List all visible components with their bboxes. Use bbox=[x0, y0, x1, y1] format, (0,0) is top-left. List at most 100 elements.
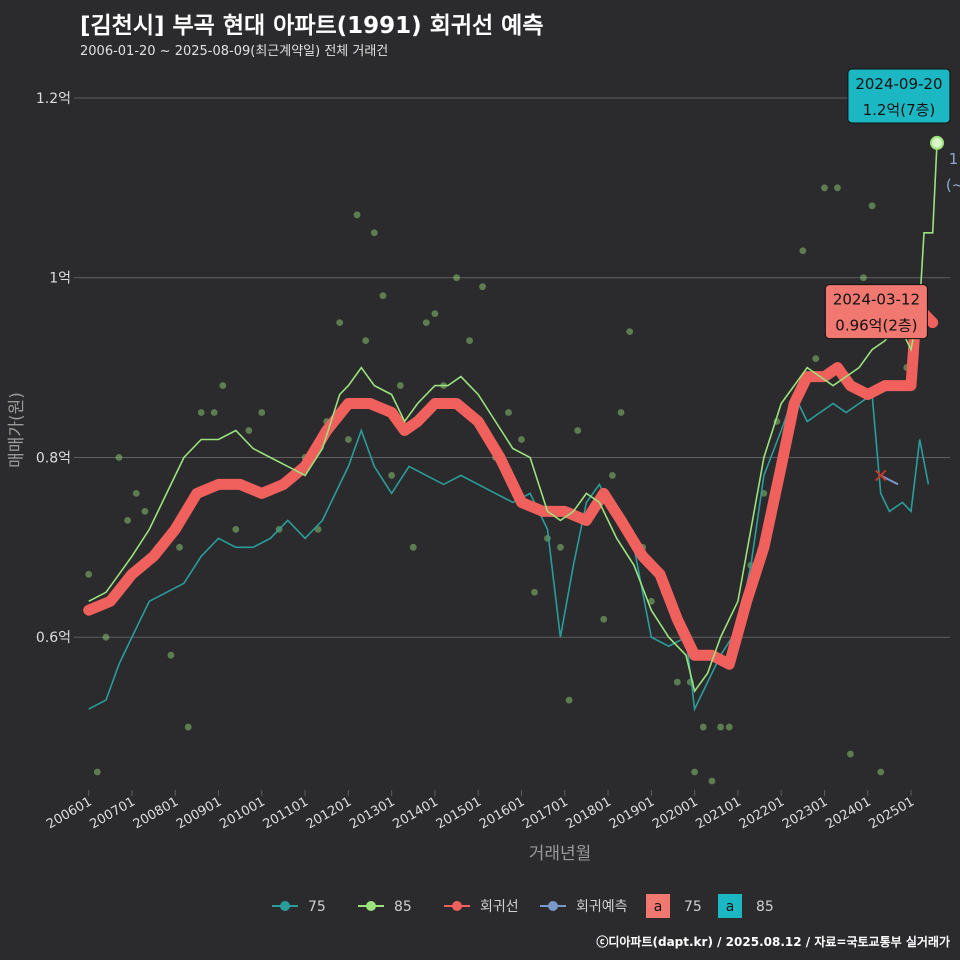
x-tick-label: 201701 bbox=[520, 794, 570, 832]
transaction-point bbox=[102, 633, 110, 641]
transaction-point bbox=[531, 588, 538, 596]
x-tick-label: 200601 bbox=[44, 794, 94, 832]
transaction-point bbox=[518, 436, 525, 443]
y-tick-label: 0.6억 bbox=[36, 630, 71, 646]
x-tick-label: 201601 bbox=[477, 794, 527, 832]
series-line-85 bbox=[88, 142, 938, 693]
series-85-end-point bbox=[930, 135, 945, 150]
x-tick-label: 200901 bbox=[174, 794, 224, 832]
callout-date: 2024-09-20 bbox=[855, 75, 942, 93]
transaction-point bbox=[479, 283, 486, 291]
transaction-point bbox=[176, 543, 183, 551]
x-axis-title: 거래년월 bbox=[529, 844, 592, 864]
transaction-point bbox=[115, 454, 123, 461]
chart-subtitle: 2006-01-20 ~ 2025-08-09(최근계약일) 전체 거래건 bbox=[80, 44, 389, 59]
transaction-point bbox=[422, 319, 430, 327]
transaction-point bbox=[388, 472, 396, 479]
transaction-point bbox=[647, 597, 655, 605]
transaction-point bbox=[717, 723, 724, 731]
x-tick-label: 201801 bbox=[564, 794, 614, 832]
transaction-point bbox=[379, 292, 387, 300]
transaction-point bbox=[245, 427, 253, 434]
transaction-point bbox=[431, 310, 439, 318]
forecast-marker bbox=[875, 469, 887, 482]
callout-value: 0.96억(2층) bbox=[835, 317, 917, 335]
x-tick-label: 201201 bbox=[304, 794, 354, 832]
x-tick-label: 201901 bbox=[607, 794, 657, 832]
transaction-point bbox=[860, 274, 867, 282]
transaction-point bbox=[574, 427, 582, 434]
legend-label: 75 bbox=[308, 899, 326, 915]
transaction-point bbox=[699, 723, 707, 731]
transaction-point bbox=[219, 382, 227, 389]
transaction-point bbox=[184, 723, 192, 731]
callout-box bbox=[824, 284, 928, 340]
legend-label: 85 bbox=[394, 899, 412, 915]
transaction-point bbox=[544, 534, 551, 542]
transaction-point bbox=[85, 570, 93, 578]
end-label-price: 11,500 bbox=[949, 150, 960, 168]
transaction-point bbox=[124, 516, 132, 524]
transaction-point bbox=[167, 651, 175, 659]
x-tick-label: 202501 bbox=[867, 794, 917, 832]
legend-label: 회귀선 bbox=[480, 899, 519, 915]
transaction-point bbox=[877, 768, 885, 776]
x-tick-label: 202001 bbox=[650, 794, 700, 832]
x-tick-label: 201501 bbox=[434, 794, 484, 832]
transaction-point bbox=[847, 750, 854, 758]
transaction-point bbox=[708, 777, 716, 785]
transaction-point bbox=[600, 615, 608, 623]
series-line-75 bbox=[88, 392, 930, 712]
transaction-point bbox=[834, 184, 841, 192]
transaction-point bbox=[197, 409, 205, 416]
legend-box-key bbox=[718, 894, 742, 918]
transaction-point bbox=[868, 202, 876, 210]
transaction-point bbox=[353, 211, 361, 219]
transaction-point bbox=[617, 409, 625, 416]
x-tick-label: 202101 bbox=[693, 794, 743, 832]
x-tick-label: 200701 bbox=[87, 794, 137, 832]
transaction-point bbox=[141, 507, 149, 515]
x-tick-label: 202201 bbox=[737, 794, 787, 832]
transaction-point bbox=[812, 355, 820, 362]
transaction-point bbox=[210, 409, 218, 416]
transaction-point bbox=[336, 319, 344, 327]
transaction-point bbox=[258, 409, 266, 416]
transaction-point bbox=[232, 525, 240, 533]
transaction-point bbox=[505, 409, 512, 416]
transaction-point bbox=[799, 247, 807, 255]
x-tick-label: 202301 bbox=[780, 794, 830, 832]
transaction-point bbox=[557, 543, 564, 551]
callout-box bbox=[847, 68, 951, 124]
legend-box-letter: a bbox=[654, 899, 663, 915]
transaction-point bbox=[725, 723, 733, 731]
legend-box-label: 75 bbox=[684, 899, 702, 915]
transaction-point bbox=[565, 696, 573, 704]
transaction-point bbox=[691, 768, 699, 776]
transaction-point bbox=[453, 274, 460, 282]
legend-box-key bbox=[646, 894, 670, 918]
x-tick-label: 201401 bbox=[390, 794, 440, 832]
x-tick-label: 200801 bbox=[131, 794, 181, 832]
legend-key-dot bbox=[452, 901, 462, 911]
legend-key-dot bbox=[280, 901, 290, 911]
regression-line bbox=[83, 308, 939, 670]
legend-box-letter: a bbox=[726, 899, 735, 915]
transaction-point bbox=[409, 543, 417, 551]
transaction-point bbox=[608, 472, 616, 479]
x-tick-label: 201001 bbox=[217, 794, 267, 832]
chart-title: [김천시] 부곡 현대 아파트(1991) 회귀선 예측 bbox=[80, 13, 544, 39]
end-label-area: (~85㎡) bbox=[946, 176, 960, 194]
y-axis-title: 매매가(원) bbox=[7, 392, 27, 468]
transaction-point bbox=[821, 184, 828, 192]
transaction-point bbox=[673, 678, 681, 686]
transaction-point bbox=[93, 768, 101, 776]
y-tick-label: 1억 bbox=[49, 271, 71, 287]
transaction-point bbox=[466, 337, 473, 345]
transaction-point bbox=[344, 436, 352, 443]
x-tick-label: 202401 bbox=[823, 794, 873, 832]
callout-value: 1.2억(7층) bbox=[863, 101, 936, 119]
transaction-point bbox=[370, 229, 378, 237]
y-tick-label: 1.2억 bbox=[36, 91, 71, 107]
